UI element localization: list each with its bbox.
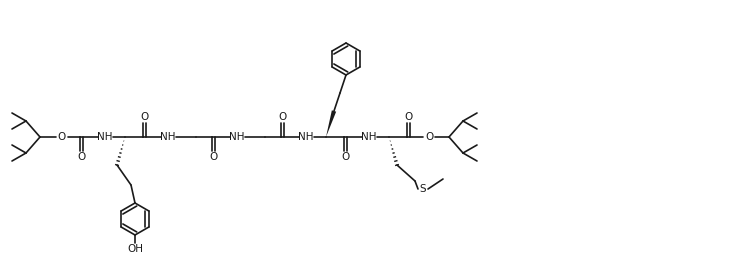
- Text: O: O: [140, 112, 148, 122]
- Polygon shape: [326, 110, 336, 137]
- Text: O: O: [341, 152, 349, 162]
- Text: O: O: [425, 132, 433, 142]
- Text: O: O: [58, 132, 66, 142]
- Text: O: O: [77, 152, 86, 162]
- Text: O: O: [404, 112, 413, 122]
- Text: O: O: [209, 152, 217, 162]
- Text: OH: OH: [127, 244, 143, 254]
- Text: NH: NH: [97, 132, 113, 142]
- Text: S: S: [420, 184, 426, 194]
- Text: NH: NH: [229, 132, 244, 142]
- Text: NH: NH: [361, 132, 377, 142]
- Text: O: O: [278, 112, 286, 122]
- Text: NH: NH: [298, 132, 313, 142]
- Text: NH: NH: [160, 132, 175, 142]
